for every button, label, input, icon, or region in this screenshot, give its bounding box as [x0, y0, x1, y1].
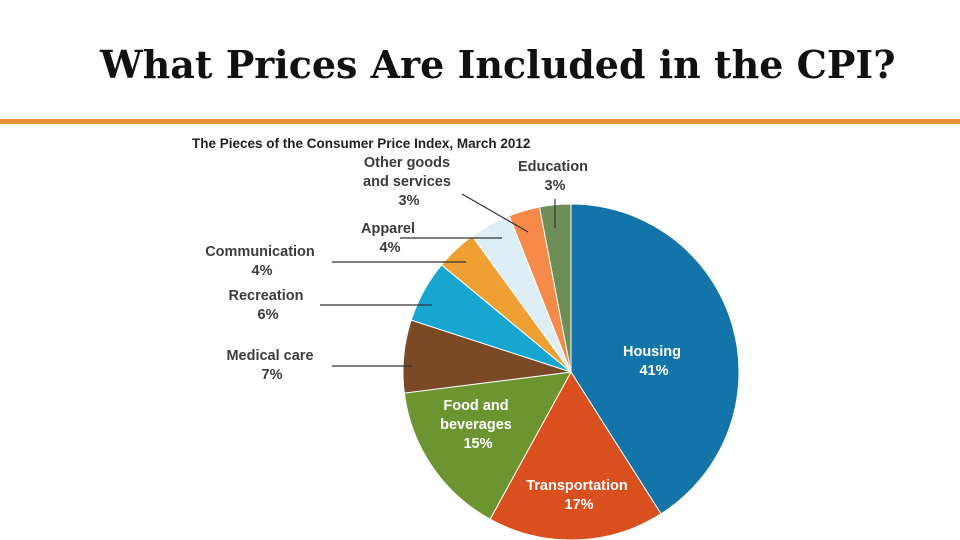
label-communication-value: 4% — [252, 263, 273, 279]
title-divider — [0, 119, 960, 124]
label-medical-care: Medical care 7% — [226, 348, 317, 383]
label-transportation: Transportation 17% — [526, 478, 632, 513]
label-other-name-line2: and services — [363, 174, 451, 190]
label-transportation-name: Transportation — [526, 478, 628, 494]
label-recreation: Recreation 6% — [229, 288, 308, 323]
leader-lines — [320, 193, 556, 367]
pie-slices — [402, 203, 740, 540]
label-food-value: 15% — [463, 436, 492, 452]
label-food-and-beverages: Food and beverages 15% — [440, 398, 516, 452]
label-transportation-value: 17% — [564, 497, 593, 513]
leader-line-other — [461, 193, 529, 233]
slide-title: What Prices Are Included in the CPI? — [100, 42, 896, 87]
pie-slice-housing — [570, 203, 740, 515]
label-communication: Communication 4% — [205, 244, 319, 279]
label-housing: Housing 41% — [623, 344, 685, 379]
label-food-name-line2: beverages — [440, 417, 512, 433]
label-education: Education 3% — [518, 159, 592, 194]
label-medical-value: 7% — [262, 367, 283, 383]
label-apparel-name: Apparel — [361, 221, 415, 237]
label-other-goods: Other goods and services 3% — [363, 155, 455, 209]
pie-slice-food-and-beverages — [403, 371, 572, 520]
label-other-value: 3% — [399, 193, 420, 209]
label-other-name-line1: Other goods — [364, 155, 450, 171]
label-communication-name: Communication — [205, 244, 315, 260]
label-apparel: Apparel 4% — [361, 221, 419, 256]
label-food-name-line1: Food and — [443, 398, 508, 414]
label-medical-name: Medical care — [226, 348, 313, 364]
label-education-name: Education — [518, 159, 588, 175]
label-housing-value: 41% — [639, 363, 668, 379]
label-education-value: 3% — [545, 178, 566, 194]
label-recreation-name: Recreation — [229, 288, 304, 304]
chart-title: The Pieces of the Consumer Price Index, … — [192, 136, 530, 151]
label-housing-name: Housing — [623, 344, 681, 360]
label-recreation-value: 6% — [258, 307, 279, 323]
label-apparel-value: 4% — [380, 240, 401, 256]
